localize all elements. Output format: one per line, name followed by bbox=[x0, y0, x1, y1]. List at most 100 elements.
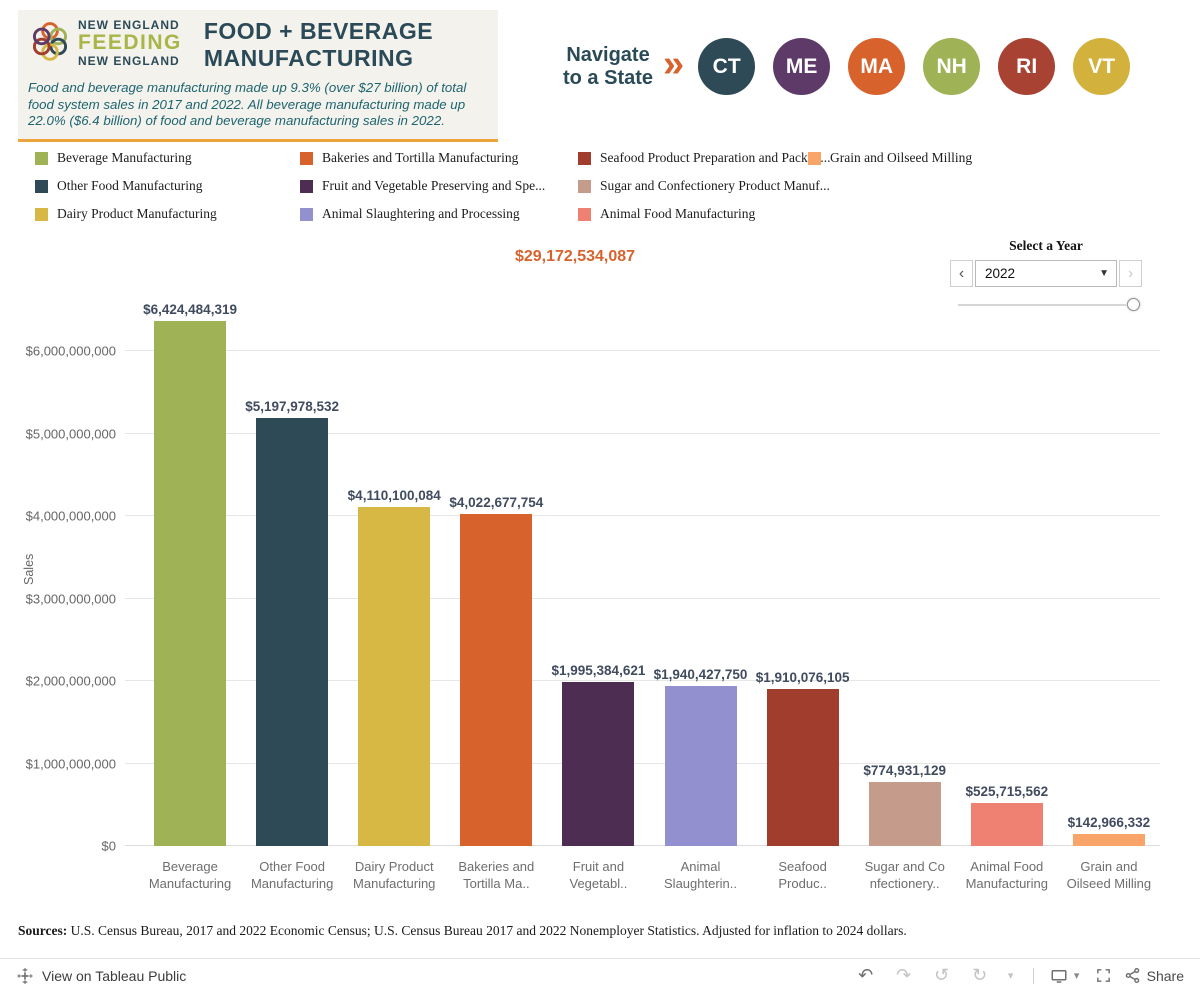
view-on-tableau-label: View on Tableau Public bbox=[42, 967, 187, 984]
state-button-nh[interactable]: NH bbox=[923, 38, 981, 95]
navigate-label-line1: Navigate bbox=[566, 43, 650, 66]
legend-swatch bbox=[35, 207, 48, 221]
chevron-right-icon: › bbox=[1127, 264, 1134, 282]
gridline bbox=[125, 597, 1160, 599]
bar-value-label: $525,715,562 bbox=[965, 783, 1049, 799]
refresh-button: ↻ bbox=[972, 965, 988, 985]
toolbar-separator bbox=[1032, 967, 1034, 984]
bar-column: $6,424,484,319 bbox=[139, 302, 241, 846]
gridline bbox=[125, 432, 1160, 434]
legend-item[interactable]: Animal Slaughtering and Processing bbox=[300, 206, 578, 222]
year-slider[interactable] bbox=[950, 298, 1142, 312]
bar-column: $4,022,677,754 bbox=[445, 302, 547, 846]
legend-item-label: Bakeries and Tortilla Manufacturing bbox=[322, 150, 519, 165]
slider-track bbox=[958, 304, 1126, 306]
y-tick-label: $0 bbox=[101, 838, 116, 854]
x-axis-label: Grain and Oilseed Milling bbox=[1066, 859, 1152, 891]
legend-column: Bakeries and Tortilla Manufacturing Fruit… bbox=[300, 150, 578, 222]
state-button-ma[interactable]: MA bbox=[848, 38, 906, 95]
bar-column: $525,715,562 bbox=[956, 302, 1058, 846]
legend-swatch bbox=[300, 179, 313, 193]
bar-column: $1,940,427,750 bbox=[649, 302, 751, 846]
bar-6[interactable] bbox=[664, 686, 737, 846]
page-title-line2: MANUFACTURING bbox=[203, 45, 414, 71]
state-button-me[interactable]: ME bbox=[773, 38, 831, 95]
year-selector-title: Select a Year bbox=[1009, 238, 1083, 253]
bar-column: $142,966,332 bbox=[1058, 302, 1160, 846]
logo-text: NEW ENGLAND FEEDING NEW ENGLAND bbox=[78, 18, 182, 68]
legend-item[interactable]: Grain and Oilseed Milling bbox=[808, 150, 972, 166]
state-buttons: CT ME MA NH RI VT bbox=[698, 38, 1131, 95]
legend-swatch bbox=[578, 179, 591, 193]
legend-item-label: Animal Slaughtering and Processing bbox=[322, 206, 520, 221]
bar-value-label: $4,022,677,754 bbox=[449, 495, 544, 511]
bar-3[interactable] bbox=[358, 507, 431, 846]
bar-5[interactable] bbox=[562, 681, 635, 846]
x-axis-label: Animal Food Manufacturing bbox=[965, 859, 1048, 891]
legend-item-label: Sugar and Confectionery Product Manuf... bbox=[600, 178, 830, 193]
logo-line-top: NEW ENGLAND bbox=[78, 18, 180, 32]
sources-label: Sources: bbox=[18, 923, 68, 938]
fullscreen-button[interactable] bbox=[1095, 967, 1112, 984]
bar-8[interactable] bbox=[868, 782, 941, 846]
x-axis-label: Sugar and Co nfectionery.. bbox=[864, 859, 945, 891]
bar-2[interactable] bbox=[256, 417, 329, 846]
page-title: FOOD + BEVERAGE MANUFACTURING bbox=[204, 18, 433, 72]
x-axis-label: Other Food Manufacturing bbox=[250, 859, 334, 891]
tableau-logo-icon bbox=[17, 967, 33, 984]
legend-item[interactable]: Animal Food Manufacturing bbox=[578, 206, 808, 222]
logo-line-feeding: FEEDING bbox=[78, 31, 182, 54]
y-tick-label: $3,000,000,000 bbox=[25, 591, 116, 607]
legend-item-label: Fruit and Vegetable Preserving and Spe..… bbox=[322, 178, 546, 193]
legend-item[interactable]: Other Food Manufacturing bbox=[35, 178, 300, 194]
bar-9[interactable] bbox=[970, 802, 1043, 846]
legend-item[interactable]: Seafood Product Preparation and Packag..… bbox=[578, 150, 831, 166]
legend-item-label: Other Food Manufacturing bbox=[57, 178, 203, 193]
bar-value-label: $5,197,978,532 bbox=[245, 398, 340, 414]
year-dropdown[interactable]: 2022 ▼ bbox=[975, 260, 1117, 287]
display-icon bbox=[1051, 969, 1067, 983]
legend-item[interactable]: Sugar and Confectionery Product Manuf... bbox=[578, 178, 830, 194]
undo-button[interactable]: ↶ bbox=[858, 965, 874, 985]
bar-value-label: $1,995,384,621 bbox=[551, 662, 646, 678]
state-button-vt[interactable]: VT bbox=[1073, 38, 1131, 95]
toolbar-history-icons: ↶ ↷ ↺ ↻ ▾ bbox=[853, 963, 1017, 989]
bar-4[interactable] bbox=[460, 514, 533, 846]
x-axis-label: Bakeries and Tortilla Ma.. bbox=[458, 859, 535, 891]
plot-area: $6,424,484,319 $5,197,978,532 $4,110,100,0… bbox=[125, 302, 1160, 846]
sources-text: U.S. Census Bureau, 2017 and 2022 Econom… bbox=[67, 923, 907, 938]
navigate-label-line2: to a State bbox=[563, 66, 654, 89]
legend-swatch bbox=[300, 207, 313, 221]
legend-swatch bbox=[578, 151, 591, 165]
replay-button: ↺ bbox=[934, 965, 950, 985]
bar-7[interactable] bbox=[766, 688, 839, 846]
legend-item[interactable]: Bakeries and Tortilla Manufacturing bbox=[300, 150, 578, 166]
year-next-button[interactable]: › bbox=[1119, 260, 1142, 287]
bar-1[interactable] bbox=[154, 321, 227, 846]
y-tick-label: $6,000,000,000 bbox=[25, 343, 116, 359]
legend-item[interactable]: Dairy Product Manufacturing bbox=[35, 206, 300, 222]
legend-swatch bbox=[300, 151, 313, 165]
x-axis-labels: Beverage Manufacturing Other Food Manufactu… bbox=[125, 858, 1160, 892]
share-button[interactable]: Share bbox=[1124, 967, 1184, 984]
y-tick-label: $2,000,000,000 bbox=[25, 673, 116, 689]
legend-item[interactable]: Beverage Manufacturing bbox=[35, 150, 300, 166]
display-options-button[interactable]: ▾ bbox=[1050, 963, 1083, 989]
state-button-ri[interactable]: RI bbox=[998, 38, 1056, 95]
header-card: NEW ENGLAND FEEDING NEW ENGLAND FOOD + B… bbox=[18, 10, 498, 142]
slider-handle[interactable] bbox=[1127, 298, 1140, 311]
year-prev-button[interactable]: ‹ bbox=[950, 260, 973, 287]
view-on-tableau-link[interactable]: View on Tableau Public bbox=[16, 967, 186, 985]
navigate-section: Navigate to a State » CT ME MA NH RI VT bbox=[563, 38, 1131, 95]
x-axis-label: Seafood Produc.. bbox=[778, 859, 827, 891]
redo-button: ↷ bbox=[896, 965, 912, 985]
logo-line-bottom: NEW ENGLAND bbox=[78, 54, 180, 68]
legend-item[interactable]: Fruit and Vegetable Preserving and Spe..… bbox=[300, 178, 578, 194]
legend-column: Seafood Product Preparation and Packag..… bbox=[578, 150, 831, 222]
bar-10[interactable] bbox=[1072, 834, 1145, 846]
legend-swatch bbox=[808, 151, 821, 165]
legend-item-label: Grain and Oilseed Milling bbox=[830, 150, 973, 165]
feeding-logo-icon bbox=[32, 22, 68, 61]
state-button-ct[interactable]: CT bbox=[698, 38, 756, 95]
gridline bbox=[125, 680, 1160, 682]
